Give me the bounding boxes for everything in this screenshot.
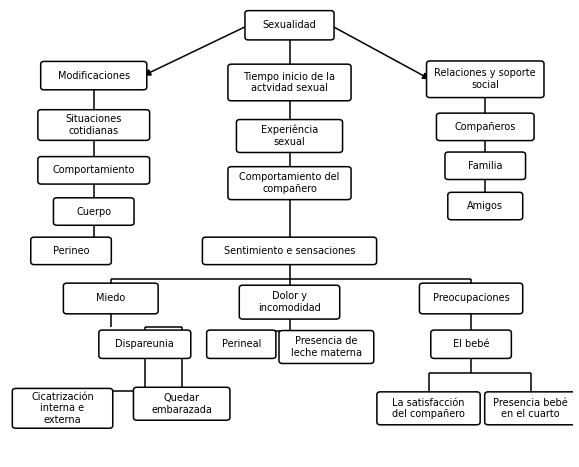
- Text: Presencia de
leche materna: Presencia de leche materna: [291, 336, 362, 358]
- Text: Miedo: Miedo: [96, 293, 126, 304]
- Text: Comportamiento del
compañero: Comportamiento del compañero: [239, 172, 340, 194]
- Text: Perineo: Perineo: [53, 246, 89, 256]
- Text: Dolor y
incomodidad: Dolor y incomodidad: [258, 291, 321, 313]
- FancyBboxPatch shape: [53, 198, 134, 225]
- Text: Modificaciones: Modificaciones: [58, 71, 130, 81]
- Text: Quedar
embarazada: Quedar embarazada: [151, 393, 212, 415]
- Text: Situaciones
cotidianas: Situaciones cotidianas: [65, 114, 122, 136]
- Text: Cicatrización
interna e
externa: Cicatrización interna e externa: [31, 392, 94, 425]
- Text: Dispareunia: Dispareunia: [115, 339, 174, 349]
- FancyBboxPatch shape: [31, 237, 111, 265]
- FancyBboxPatch shape: [419, 283, 523, 314]
- Text: Perineal: Perineal: [222, 339, 261, 349]
- Text: Comportamiento: Comportamiento: [53, 165, 135, 175]
- FancyBboxPatch shape: [63, 283, 158, 314]
- FancyBboxPatch shape: [431, 330, 511, 359]
- FancyBboxPatch shape: [437, 113, 534, 141]
- FancyBboxPatch shape: [207, 330, 276, 359]
- FancyBboxPatch shape: [228, 167, 351, 199]
- FancyBboxPatch shape: [133, 387, 230, 420]
- FancyBboxPatch shape: [445, 152, 526, 179]
- FancyBboxPatch shape: [279, 331, 374, 363]
- Text: Sentimiento e sensaciones: Sentimiento e sensaciones: [224, 246, 355, 256]
- FancyBboxPatch shape: [485, 392, 577, 425]
- FancyBboxPatch shape: [203, 237, 376, 265]
- Text: Preocupaciones: Preocupaciones: [433, 293, 510, 304]
- Text: Experiência
sexual: Experiência sexual: [261, 125, 318, 147]
- Text: Relaciones y soporte
social: Relaciones y soporte social: [434, 69, 536, 90]
- Text: Sexualidad: Sexualidad: [263, 20, 316, 30]
- Text: La satisfacción
del compañero: La satisfacción del compañero: [392, 397, 465, 419]
- FancyBboxPatch shape: [99, 330, 190, 359]
- FancyBboxPatch shape: [12, 389, 113, 428]
- FancyBboxPatch shape: [239, 285, 340, 319]
- Text: Presencia bebé
en el cuarto: Presencia bebé en el cuarto: [493, 397, 568, 419]
- FancyBboxPatch shape: [236, 120, 343, 153]
- FancyBboxPatch shape: [427, 61, 544, 98]
- FancyBboxPatch shape: [38, 110, 149, 141]
- FancyBboxPatch shape: [228, 64, 351, 101]
- Text: Tiempo inicio de la
actvidad sexual: Tiempo inicio de la actvidad sexual: [244, 71, 335, 93]
- Text: Cuerpo: Cuerpo: [76, 206, 111, 217]
- FancyBboxPatch shape: [448, 192, 523, 220]
- Text: Amigos: Amigos: [467, 201, 503, 211]
- Text: Compañeros: Compañeros: [455, 122, 516, 132]
- Text: El bebé: El bebé: [453, 339, 489, 349]
- FancyBboxPatch shape: [245, 11, 334, 40]
- FancyBboxPatch shape: [38, 156, 149, 184]
- FancyBboxPatch shape: [377, 392, 480, 425]
- FancyBboxPatch shape: [41, 62, 147, 90]
- Text: Familia: Familia: [468, 161, 503, 171]
